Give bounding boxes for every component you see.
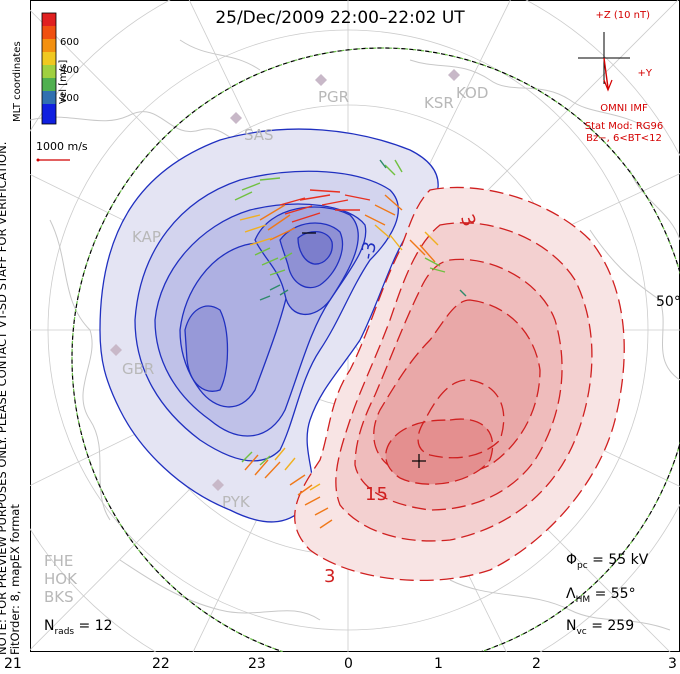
imf-source: OMNI IMF xyxy=(600,103,648,114)
station-bks: BKS xyxy=(44,588,74,606)
dawn-cell xyxy=(294,186,625,582)
mlt-label-2: 2 xyxy=(532,656,541,672)
station-ksr: KSR xyxy=(424,94,454,112)
station-gbr: GBR xyxy=(122,360,155,378)
station-fhe: FHE xyxy=(44,552,74,570)
plot-frame xyxy=(30,0,680,652)
station-pyk: PYK xyxy=(222,493,250,511)
station-markers xyxy=(110,69,460,491)
mlt-label-1: 1 xyxy=(434,656,443,672)
station-pgr: PGR xyxy=(318,88,350,106)
imf-model: Stat Mod: RG96 xyxy=(584,121,664,132)
station-kap: KAP xyxy=(132,228,161,246)
station-kod: KOD xyxy=(456,84,489,102)
imf-y-label: +Y xyxy=(637,68,653,79)
mlt-label-23: 23 xyxy=(248,656,266,672)
dusk-cell xyxy=(99,128,439,523)
convection-map xyxy=(30,0,680,652)
preview-note: NOTE: FOR PREVIEW PURPOSES ONLY. PLEASE … xyxy=(0,142,22,655)
scale-vector xyxy=(36,158,70,162)
map-title: 25/Dec/2009 22:00–22:02 UT xyxy=(215,8,465,28)
colorbar-tick-200: 200 xyxy=(60,93,80,104)
stat-nvc: Nvc = 259 xyxy=(566,618,635,637)
contour-label-neg3: -3 xyxy=(357,239,381,262)
imf-z-label: +Z (10 nT) xyxy=(595,10,650,21)
coord-label: MLT coordinates xyxy=(12,41,23,122)
imf-dial xyxy=(578,32,630,92)
imf-info: OMNI IMF Stat Mod: RG96 Bz−, 6<BT<12 xyxy=(574,103,674,145)
mlt-label-21: 21 xyxy=(4,656,22,672)
velocity-colorbar xyxy=(41,12,57,125)
mlt-label-3: 3 xyxy=(668,656,677,672)
imf-labels: +Z (10 nT) +Y xyxy=(550,8,660,88)
stat-nrads: Nrads = 12 xyxy=(44,618,113,637)
station-sas: SAS xyxy=(244,126,274,144)
scale-vector-label: 1000 m/s xyxy=(36,140,88,153)
station-hok: HOK xyxy=(44,570,77,588)
stat-phi-pc: Φpc = 55 kV xyxy=(566,552,649,571)
colorbar-tick-600: 600 xyxy=(60,37,80,48)
contour-label-pos3-bottom: 3 xyxy=(324,566,336,587)
latitude-label: 50° xyxy=(656,294,680,310)
hm-boundary xyxy=(71,47,680,652)
preview-note-line2: FitOrder: 8, mapEX format xyxy=(8,504,22,655)
stat-lambda-hm: ΛHM = 55° xyxy=(566,586,636,605)
contour-label-15: 15 xyxy=(365,484,388,505)
imf-condition: Bz−, 6<BT<12 xyxy=(586,133,662,144)
mlt-label-0: 0 xyxy=(344,656,353,672)
colorbar-tick-400: 400 xyxy=(60,65,80,76)
velocity-vectors xyxy=(234,159,467,529)
mlt-label-22: 22 xyxy=(152,656,170,672)
